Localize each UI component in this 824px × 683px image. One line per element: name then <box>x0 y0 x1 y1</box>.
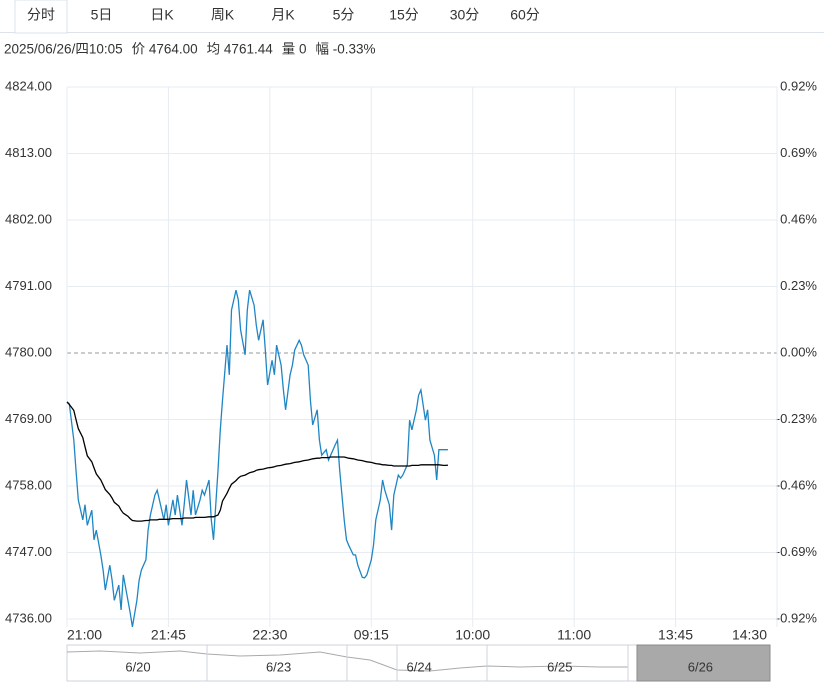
tab[interactable]: 5分 <box>333 7 355 23</box>
y2-tick-label: 0.00% <box>780 344 817 359</box>
navigator-trend <box>66 650 628 672</box>
info-item: 均 4761.44 <box>207 42 274 57</box>
y-tick-label: 4802.00 <box>5 211 52 226</box>
y-tick-label: 4736.00 <box>5 610 52 625</box>
info-item: 2025/06/26/四10:05 <box>4 42 123 57</box>
x-tick-label: 21:00 <box>67 627 102 643</box>
y-tick-label: 4791.00 <box>5 278 52 293</box>
x-tick-label: 13:45 <box>658 627 693 643</box>
tab[interactable]: 月K <box>271 7 295 23</box>
tab-selected <box>14 0 68 34</box>
navigator-label: 6/24 <box>407 659 432 674</box>
y-tick-label: 4824.00 <box>5 78 52 93</box>
tab[interactable]: 日K <box>150 7 174 23</box>
tab[interactable]: 周K <box>211 7 235 23</box>
y2-tick-label: 0.92% <box>780 78 817 93</box>
y2-tick-label: -0.23% <box>776 411 818 426</box>
x-tick-label: 09:15 <box>354 627 389 643</box>
series-line <box>66 289 448 628</box>
x-tick-label: 22:30 <box>252 627 287 643</box>
y2-tick-label: -0.92% <box>776 610 818 625</box>
tab[interactable]: 分时 <box>27 7 55 23</box>
x-tick-label: 21:45 <box>151 627 186 643</box>
navigator-label: 6/26 <box>688 659 713 674</box>
y2-tick-label: 0.69% <box>780 145 817 160</box>
tab[interactable]: 30分 <box>450 7 480 23</box>
y-tick-label: 4769.00 <box>5 411 52 426</box>
navigator-selection[interactable] <box>636 644 771 682</box>
x-tick-label: 11:00 <box>557 627 591 643</box>
navigator-label: 6/25 <box>547 659 572 674</box>
y2-tick-label: 0.46% <box>780 211 817 226</box>
y2-tick-label: -0.69% <box>776 544 818 559</box>
tab-bar <box>0 0 824 32</box>
tab[interactable]: 60分 <box>510 7 540 23</box>
y2-tick-label: 0.23% <box>780 278 817 293</box>
y-tick-label: 4813.00 <box>5 145 52 160</box>
tab[interactable]: 15分 <box>389 7 419 23</box>
series-line <box>66 401 448 522</box>
y-tick-label: 4747.00 <box>5 544 52 559</box>
navigator-label: 6/23 <box>266 659 291 674</box>
y2-tick-label: -0.46% <box>776 477 818 492</box>
navigator-label: 6/20 <box>125 659 150 674</box>
x-tick-label: 14:30 <box>732 627 767 643</box>
info-item: 幅 -0.33% <box>316 42 376 57</box>
info-item: 价 4764.00 <box>132 42 198 57</box>
x-tick-label: 10:00 <box>455 627 490 643</box>
y-tick-label: 4780.00 <box>5 344 52 359</box>
navigator-dividers <box>206 645 629 681</box>
info-item: 量 0 <box>282 42 307 57</box>
tab[interactable]: 5日 <box>91 7 113 23</box>
y-tick-label: 4758.00 <box>5 477 52 492</box>
